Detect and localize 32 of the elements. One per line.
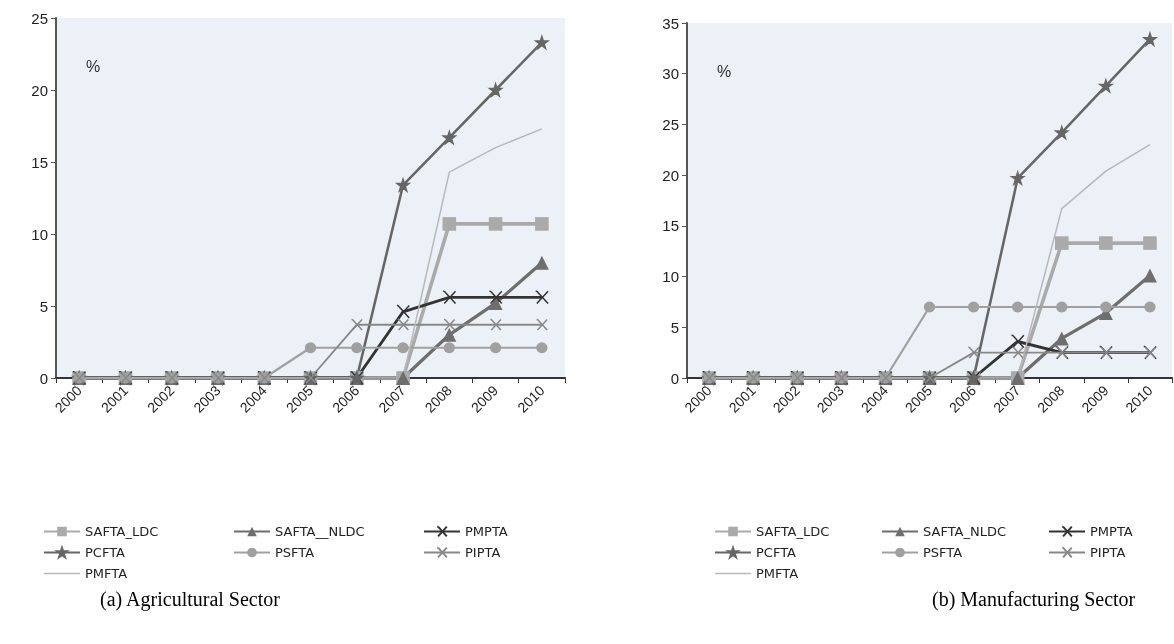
y-tick-label: 20 — [662, 166, 679, 184]
text: (b) Manufacturing Sector — [932, 588, 1136, 611]
y-axis-title: % — [86, 57, 101, 75]
y-tick-label: 5 — [670, 318, 679, 336]
text: (a) Agricultural Sector — [100, 588, 281, 611]
legend-label: PMFTA — [85, 566, 128, 581]
legend-label: SAFTA_NLDC — [923, 524, 1007, 539]
legend-label: PMFTA — [756, 566, 799, 581]
legend-label: SAFTA__NLDC — [275, 524, 365, 539]
y-tick-label: 15 — [662, 217, 679, 235]
y-tick-label: 20 — [31, 81, 48, 99]
y-tick-label: 25 — [662, 115, 679, 133]
legend-label: PSFTA — [275, 545, 315, 560]
y-tick-label: 5 — [39, 297, 48, 315]
legend-label: SAFTA_LDC — [85, 524, 159, 539]
y-tick-label: 0 — [670, 369, 679, 387]
y-tick-label: 25 — [31, 9, 48, 27]
y-tick-label: 30 — [662, 65, 679, 83]
y-tick-label: 10 — [31, 225, 48, 243]
y-tick-label: 35 — [662, 14, 679, 32]
y-axis-title: % — [717, 62, 732, 80]
legend-label: PMPTA — [1090, 524, 1133, 539]
legend-label: SAFTA_LDC — [756, 524, 830, 539]
y-tick-label: 15 — [31, 153, 48, 171]
y-tick-label: 10 — [662, 268, 679, 286]
legend-label: PIPTA — [1090, 545, 1126, 560]
legend-label: PCFTA — [756, 545, 797, 560]
legend-label: PMPTA — [465, 524, 508, 539]
legend-label: PIPTA — [465, 545, 501, 560]
y-tick-label: 0 — [39, 369, 48, 387]
legend-label: PSFTA — [923, 545, 963, 560]
legend-label: PCFTA — [85, 545, 126, 560]
